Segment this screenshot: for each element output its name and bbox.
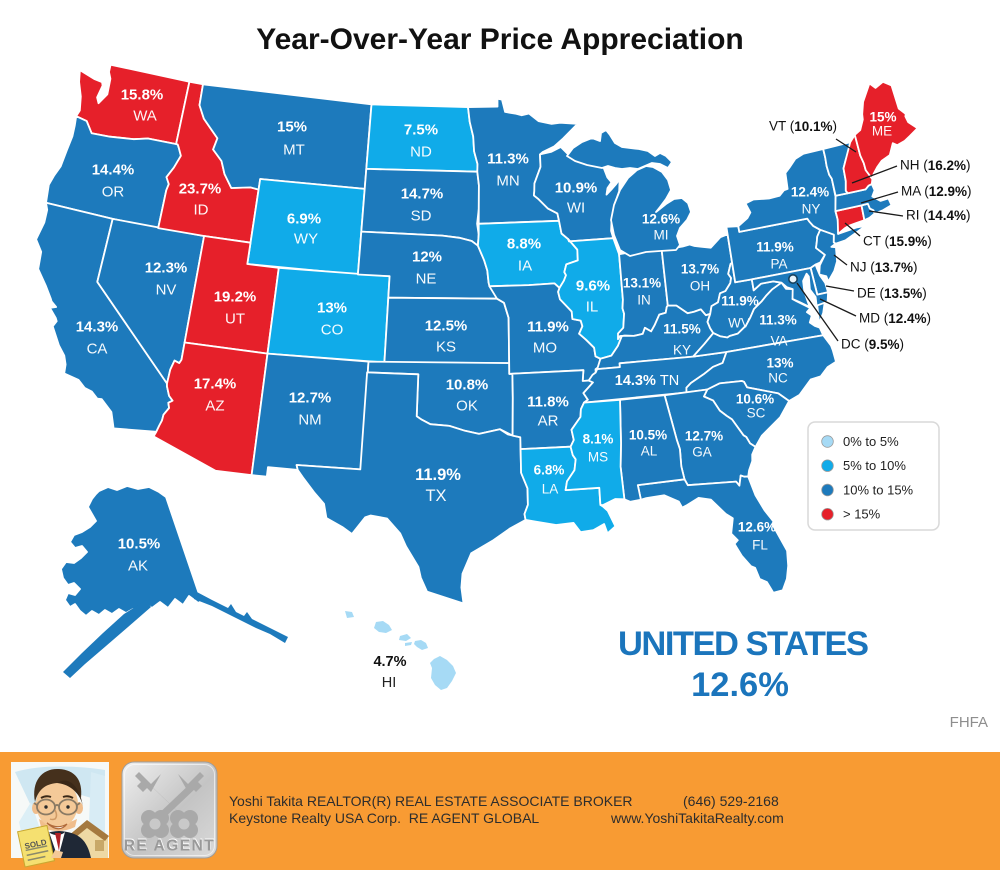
svg-text:11.8%: 11.8%	[527, 394, 569, 411]
svg-text:AK: AK	[128, 558, 148, 575]
svg-text:> 15%: > 15%	[843, 507, 881, 522]
svg-text:15.8%: 15.8%	[121, 87, 164, 104]
svg-text:DC (9.5%): DC (9.5%)	[841, 337, 904, 352]
svg-text:CA: CA	[87, 341, 108, 358]
svg-text:11.9%: 11.9%	[415, 466, 461, 484]
svg-text:AR: AR	[538, 413, 559, 430]
svg-text:12.7%: 12.7%	[685, 429, 723, 444]
svg-text:NH (16.2%): NH (16.2%)	[900, 158, 971, 173]
svg-text:VT (10.1%): VT (10.1%)	[769, 119, 837, 134]
svg-text:MI: MI	[654, 228, 669, 243]
svg-text:CT (15.9%): CT (15.9%)	[863, 234, 932, 249]
svg-text:23.7%: 23.7%	[179, 181, 222, 198]
svg-text:MO: MO	[533, 340, 557, 357]
svg-text:8.1%: 8.1%	[583, 432, 614, 447]
svg-text:AZ: AZ	[205, 398, 224, 415]
svg-text:11.3%: 11.3%	[487, 151, 529, 168]
svg-text:ND: ND	[410, 144, 432, 161]
svg-text:6.9%: 6.9%	[287, 211, 321, 228]
svg-text:10.5%: 10.5%	[118, 536, 161, 553]
svg-text:19.2%: 19.2%	[214, 289, 257, 306]
svg-text:10.6%: 10.6%	[736, 392, 774, 407]
svg-text:CO: CO	[321, 322, 344, 339]
svg-text:IA: IA	[518, 258, 532, 275]
svg-text:7.5%: 7.5%	[404, 122, 438, 139]
svg-text:RE AGENT: RE AGENT	[124, 838, 216, 855]
svg-text:14.3% TN: 14.3% TN	[615, 373, 680, 389]
svg-text:ID: ID	[194, 202, 209, 219]
svg-text:4.7%: 4.7%	[373, 654, 406, 670]
svg-text:FL: FL	[752, 538, 768, 553]
svg-text:13%: 13%	[317, 300, 347, 317]
svg-text:13.7%: 13.7%	[681, 262, 719, 277]
svg-text:11.9%: 11.9%	[721, 294, 759, 309]
svg-text:WV: WV	[728, 316, 750, 331]
svg-text:12.3%: 12.3%	[145, 260, 188, 277]
svg-text:IL: IL	[586, 299, 599, 316]
svg-text:12.4%: 12.4%	[791, 185, 829, 200]
svg-text:SD: SD	[411, 208, 432, 225]
svg-text:IN: IN	[637, 293, 651, 308]
svg-text:VA: VA	[770, 334, 787, 349]
svg-text:RI (14.4%): RI (14.4%)	[906, 208, 971, 223]
svg-text:DE (13.5%): DE (13.5%)	[857, 286, 927, 301]
svg-text:12.5%: 12.5%	[425, 318, 468, 335]
svg-text:NV: NV	[156, 282, 177, 299]
svg-text:PA: PA	[770, 257, 787, 272]
svg-text:10% to 15%: 10% to 15%	[843, 483, 914, 498]
svg-text:KS: KS	[436, 339, 456, 356]
svg-text:8.8%: 8.8%	[507, 236, 541, 253]
svg-text:14.3%: 14.3%	[76, 319, 119, 336]
svg-text:ME: ME	[872, 124, 892, 139]
svg-text:WI: WI	[567, 200, 585, 217]
svg-text:6.8%: 6.8%	[534, 463, 565, 478]
svg-text:WA: WA	[133, 108, 157, 125]
svg-text:NJ (13.7%): NJ (13.7%)	[850, 260, 918, 275]
svg-text:OK: OK	[456, 398, 478, 415]
svg-text:10.8%: 10.8%	[446, 377, 489, 394]
svg-text:15%: 15%	[277, 119, 307, 136]
svg-text:HI: HI	[382, 675, 397, 691]
svg-text:13%: 13%	[766, 356, 793, 371]
svg-text:12.7%: 12.7%	[289, 390, 332, 407]
svg-text:RE AGENT: RE AGENT	[124, 837, 216, 854]
svg-text:12%: 12%	[412, 249, 442, 266]
svg-text:SC: SC	[747, 406, 766, 421]
svg-text:WY: WY	[294, 231, 318, 248]
svg-text:MA (12.9%): MA (12.9%)	[901, 184, 972, 199]
svg-text:AL: AL	[641, 444, 658, 459]
svg-text:MD (12.4%): MD (12.4%)	[859, 311, 931, 326]
svg-text:12.6%: 12.6%	[642, 212, 680, 227]
svg-text:11.5%: 11.5%	[663, 322, 701, 337]
svg-text:MT: MT	[283, 142, 305, 159]
svg-text:KY: KY	[673, 343, 691, 358]
svg-text:9.6%: 9.6%	[576, 278, 610, 295]
svg-text:NE: NE	[416, 271, 437, 288]
svg-text:UT: UT	[225, 311, 245, 328]
svg-text:NC: NC	[768, 371, 788, 386]
svg-text:OH: OH	[690, 279, 710, 294]
svg-text:11.9%: 11.9%	[527, 319, 569, 336]
svg-text:NY: NY	[802, 202, 821, 217]
svg-text:15%: 15%	[869, 110, 896, 125]
svg-text:14.7%: 14.7%	[401, 186, 444, 203]
svg-text:10.9%: 10.9%	[555, 180, 598, 197]
svg-text:LA: LA	[542, 482, 559, 497]
svg-text:5% to 10%: 5% to 10%	[843, 458, 906, 473]
svg-text:OR: OR	[102, 184, 125, 201]
svg-text:13.1%: 13.1%	[623, 276, 661, 291]
svg-text:11.9%: 11.9%	[756, 240, 794, 255]
svg-text:TX: TX	[425, 487, 446, 505]
svg-text:14.4%: 14.4%	[92, 162, 135, 179]
svg-text:MN: MN	[496, 173, 519, 190]
svg-text:12.6%: 12.6%	[738, 520, 776, 535]
svg-text:11.3%: 11.3%	[759, 313, 797, 328]
svg-text:17.4%: 17.4%	[194, 376, 237, 393]
svg-text:10.5%: 10.5%	[629, 428, 667, 443]
svg-text:0% to 5%: 0% to 5%	[843, 434, 899, 449]
svg-text:MS: MS	[588, 450, 608, 465]
svg-text:GA: GA	[692, 445, 712, 460]
svg-text:NM: NM	[298, 412, 321, 429]
